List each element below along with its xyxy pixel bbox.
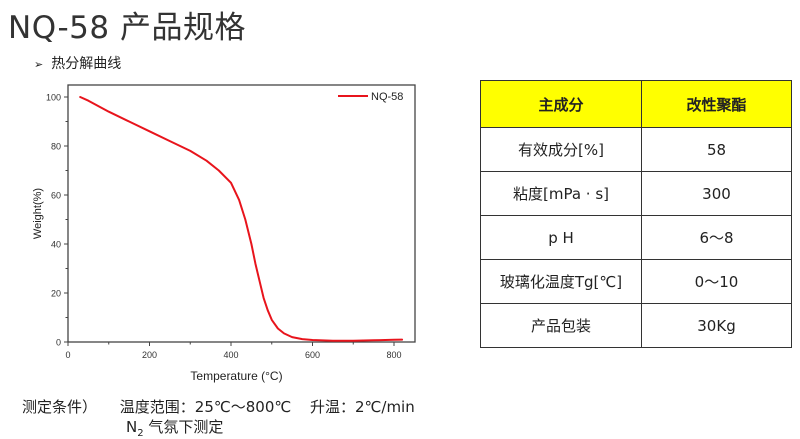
y-tick-label: 100: [46, 93, 61, 103]
x-tick-label: 600: [305, 350, 320, 360]
table-header-row: 主成分 改性聚酯: [481, 81, 792, 128]
arrow-bullet-icon: ➢: [34, 58, 43, 71]
test-conditions: 测定条件） 温度范围：25℃～800℃ 升温：2℃/min: [22, 396, 415, 417]
table-row: 有效成分[%] 58: [481, 128, 792, 172]
table-cell-value: 58: [642, 128, 792, 172]
atmosphere-note: N2 气氛下测定: [126, 416, 223, 439]
table-cell-value: 6～8: [642, 216, 792, 260]
y-axis-label: Weight(%): [32, 188, 44, 239]
x-axis-label: Temperature (°C): [190, 369, 282, 383]
table-row: 玻璃化温度Tg[℃] 0～10: [481, 260, 792, 304]
table-cell-property: 产品包装: [481, 304, 642, 348]
y-tick-label: 0: [56, 338, 61, 348]
y-tick-label: 40: [51, 240, 61, 250]
section-heading-text: 热分解曲线: [51, 56, 121, 72]
table-cell-property: p H: [481, 216, 642, 260]
table-row: 产品包装 30Kg: [481, 304, 792, 348]
x-tick-label: 400: [223, 350, 238, 360]
heating-rate: 升温：2℃/min: [310, 396, 415, 417]
table-row: 粘度[mPa · s] 300: [481, 172, 792, 216]
table-cell-property: 玻璃化温度Tg[℃]: [481, 260, 642, 304]
table-row: p H 6～8: [481, 216, 792, 260]
y-tick-label: 80: [51, 142, 61, 152]
table-cell-property: 有效成分[%]: [481, 128, 642, 172]
legend-label: NQ-58: [371, 91, 403, 103]
page-title: NQ-58 产品规格: [8, 2, 246, 47]
table-cell-value: 0～10: [642, 260, 792, 304]
tga-chart-svg: 0 20 40 60 80 100 0 200 400 600 800 Temperature (°C…: [0, 80, 440, 390]
series-line-nq58: [80, 97, 402, 341]
section-heading: ➢ 热分解曲线: [34, 53, 121, 73]
conditions-label: 测定条件）: [22, 396, 97, 417]
tga-chart: 0 20 40 60 80 100 0 200 400 600 800 Temperature (°C…: [0, 80, 440, 390]
y-tick-label: 60: [51, 191, 61, 201]
table-cell-value: 300: [642, 172, 792, 216]
table-header-cell: 主成分: [481, 81, 642, 128]
x-tick-label: 200: [142, 350, 157, 360]
table-cell-value: 30Kg: [642, 304, 792, 348]
y-tick-label: 20: [51, 289, 61, 299]
plot-frame: [68, 85, 415, 342]
table-header-cell: 改性聚酯: [642, 81, 792, 128]
temperature-range: 温度范围：25℃～800℃: [120, 396, 291, 417]
spec-table: 主成分 改性聚酯 有效成分[%] 58 粘度[mPa · s] 300 p H …: [480, 80, 792, 348]
x-tick-label: 0: [65, 350, 70, 360]
table-cell-property: 粘度[mPa · s]: [481, 172, 642, 216]
x-tick-label: 800: [386, 350, 401, 360]
